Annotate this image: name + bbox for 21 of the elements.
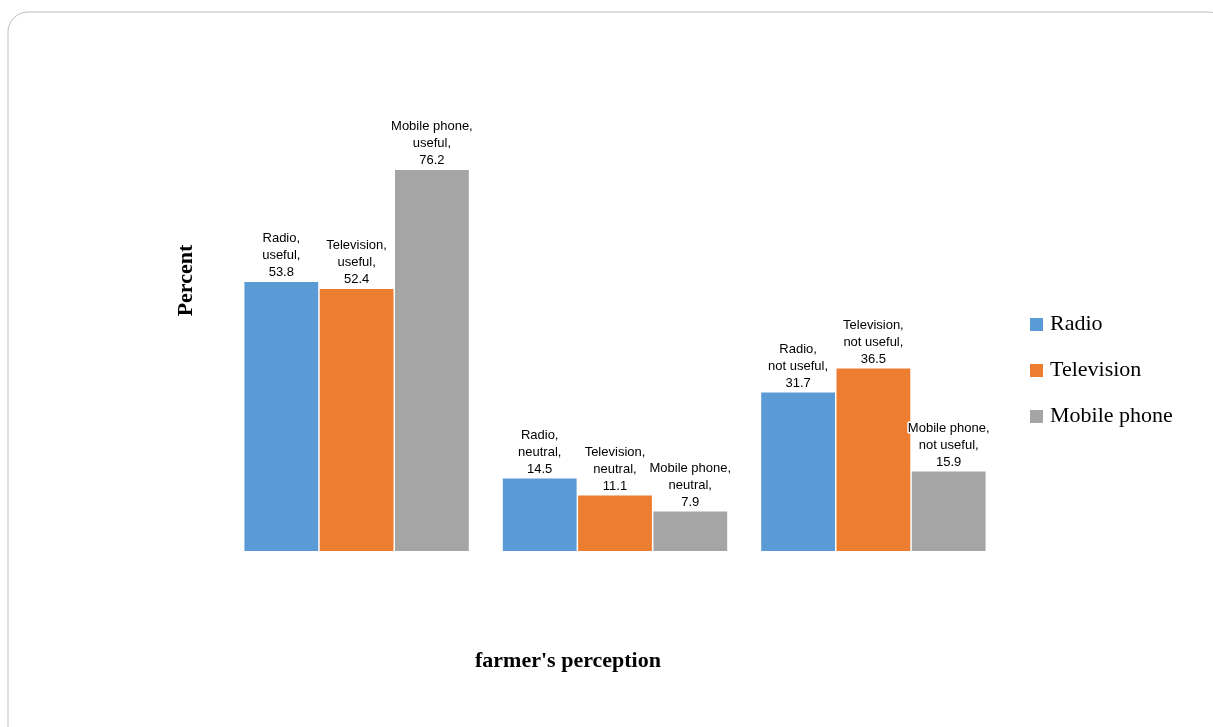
bar bbox=[395, 170, 469, 551]
data-label: Radio, useful, 53.8 bbox=[262, 230, 301, 279]
data-label: Television, useful, 52.4 bbox=[326, 237, 387, 286]
data-label: Television, neutral, 11.1 bbox=[584, 443, 646, 493]
y-axis-title: Percent bbox=[172, 244, 197, 317]
data-label: Radio, neutral, 14.5 bbox=[518, 426, 562, 476]
bar bbox=[244, 282, 319, 551]
data-label: Television, not useful, 36.5 bbox=[843, 316, 904, 366]
legend-label: Television bbox=[1050, 356, 1142, 381]
data-label: Mobile phone, useful, 76.2 bbox=[391, 118, 473, 167]
data-label: Radio, not useful, 31.7 bbox=[768, 340, 829, 390]
bar bbox=[319, 289, 394, 551]
bar bbox=[911, 471, 986, 551]
x-axis-title: farmer's perception bbox=[475, 647, 661, 672]
data-label: Mobile phone, neutral, 7.9 bbox=[649, 459, 732, 509]
legend-label: Radio bbox=[1050, 310, 1103, 335]
bar bbox=[761, 392, 835, 551]
bar bbox=[502, 478, 577, 551]
bar bbox=[578, 495, 652, 551]
bar bbox=[653, 511, 728, 551]
legend-label: Mobile phone bbox=[1050, 402, 1173, 427]
